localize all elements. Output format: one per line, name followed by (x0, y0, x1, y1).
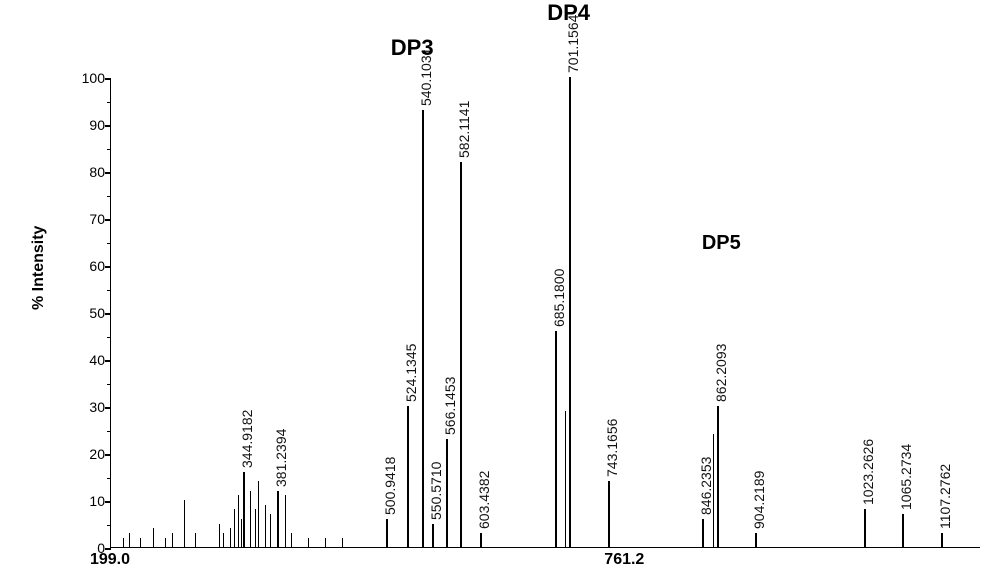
noise-peak (123, 538, 124, 547)
noise-peak (238, 495, 239, 547)
noise-peak (140, 538, 141, 547)
y-axis-label: % Intensity (30, 226, 48, 310)
peak-label: 566.1453 (442, 377, 458, 435)
spectrum-peak (422, 110, 424, 547)
peak-label: 344.9182 (239, 409, 255, 467)
spectrum-peak (569, 77, 571, 547)
ytick-mark (105, 548, 111, 550)
spectrum-peak (432, 524, 434, 548)
ytick-label: 40 (65, 352, 105, 368)
spectrum-peak (755, 533, 757, 547)
peak-label: 582.1141 (456, 100, 472, 157)
peak-label: 603.4382 (476, 471, 492, 529)
spectrum-peak (864, 509, 866, 547)
ytick-label: 50 (65, 305, 105, 321)
noise-peak (184, 500, 185, 547)
noise-peak (165, 538, 166, 547)
peak-label: 862.2093 (713, 344, 729, 402)
noise-peak (342, 538, 343, 547)
xtick-label: 199.0 (90, 551, 130, 569)
peak-label: 381.2394 (273, 428, 289, 486)
noise-peak (230, 528, 231, 547)
spectrum-peak (555, 331, 557, 547)
plot-area: 344.9182381.2394500.9418524.1345540.1031… (110, 78, 980, 548)
spectrum-peak (717, 406, 719, 547)
spectrum-peak (407, 406, 409, 547)
noise-peak (223, 533, 224, 547)
ytick-label: 100 (65, 70, 105, 86)
peak-label: 1107.2762 (937, 464, 953, 529)
ytick-label: 20 (65, 446, 105, 462)
spectrum-peak (446, 439, 448, 547)
peak-label: 500.9418 (382, 456, 398, 514)
spectrum-peak (277, 491, 279, 547)
peak-label: 685.1800 (551, 268, 567, 326)
ytick-label: 60 (65, 258, 105, 274)
noise-peak (129, 533, 130, 547)
spectrum-peak (608, 481, 610, 547)
noise-peak (291, 533, 292, 547)
noise-peak (325, 538, 326, 547)
noise-peak (285, 495, 286, 547)
noise-peak (265, 505, 266, 547)
peak-label: 846.2353 (698, 456, 714, 514)
spectrum-peak (243, 472, 245, 547)
peak-label: 1023.2626 (860, 439, 876, 505)
noise-peak (308, 538, 309, 547)
noise-peak (241, 519, 242, 547)
ytick-label: 80 (65, 164, 105, 180)
peak-label: 550.5710 (428, 461, 444, 519)
mass-spectrum-chart: % Intensity 0102030405060708090100 199.0… (0, 0, 1000, 578)
peak-label: 1065.2734 (898, 444, 914, 510)
peak-label: 904.2189 (751, 471, 767, 529)
ytick-label: 90 (65, 117, 105, 133)
annotation-label: DP4 (547, 0, 590, 26)
noise-peak (270, 514, 271, 547)
ytick-label: 70 (65, 211, 105, 227)
noise-peak (234, 509, 235, 547)
ytick-label: 30 (65, 399, 105, 415)
noise-peak (255, 509, 256, 547)
peak-label: 524.1345 (403, 344, 419, 402)
noise-peak (258, 481, 259, 547)
ytick-label: 10 (65, 493, 105, 509)
xtick-label: 761.2 (604, 551, 644, 569)
noise-peak (195, 533, 196, 547)
spectrum-peak (902, 514, 904, 547)
noise-peak (250, 491, 251, 547)
spectrum-peak (386, 519, 388, 547)
noise-peak (219, 524, 220, 548)
spectrum-peak (480, 533, 482, 547)
annotation-label: DP3 (391, 35, 434, 61)
noise-peak (153, 528, 154, 547)
peak-label: 743.1656 (604, 419, 620, 477)
spectrum-peak (460, 162, 462, 547)
noise-peak (565, 411, 566, 547)
annotation-label: DP5 (702, 232, 741, 255)
spectrum-peak (702, 519, 704, 547)
noise-peak (172, 533, 173, 547)
spectrum-peak (941, 533, 943, 547)
